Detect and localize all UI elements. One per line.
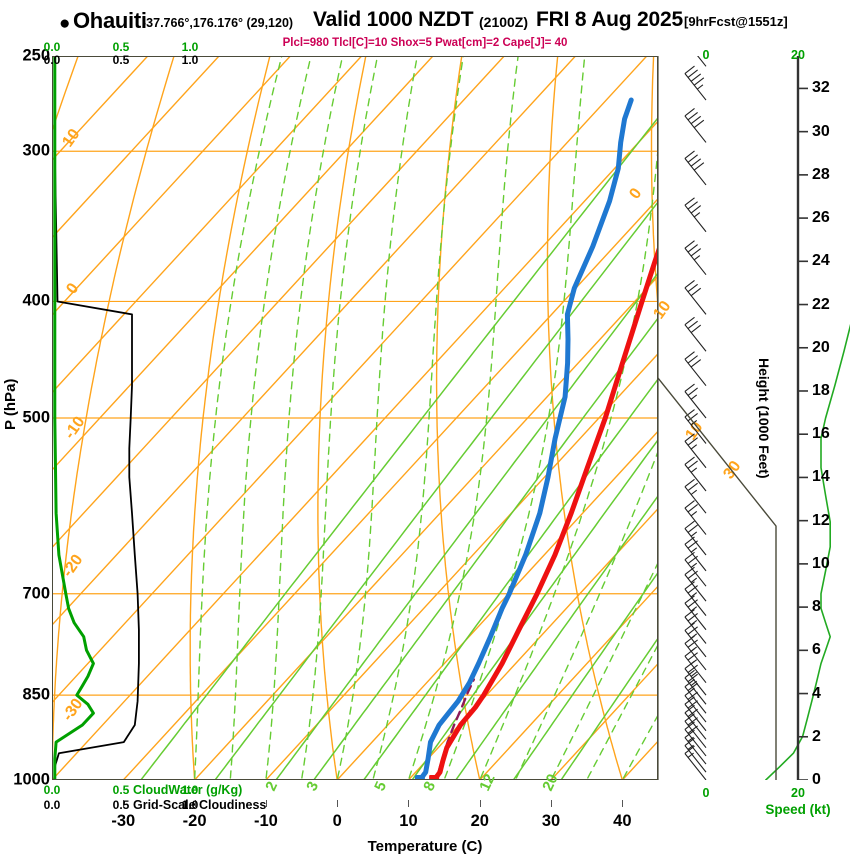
cloudwater-tick-top: 0.0 bbox=[43, 40, 61, 54]
temperature-tick: 0 bbox=[332, 812, 342, 830]
speed-curve bbox=[765, 323, 850, 780]
height-tick: 16 bbox=[812, 425, 830, 443]
cloudiness-tick-top: 0.5 bbox=[112, 53, 130, 67]
temperature-tick-mark bbox=[265, 800, 267, 807]
height-tick: 2 bbox=[812, 727, 821, 745]
cloudiness-tick-top: 1.0 bbox=[181, 53, 199, 67]
temperature-tick: 10 bbox=[399, 812, 418, 830]
speed-tick: 0 bbox=[702, 786, 710, 800]
cloudwater-tick-bottom: 0.5 bbox=[112, 783, 130, 797]
height-tick: 12 bbox=[812, 511, 830, 529]
height-tick: 24 bbox=[812, 252, 830, 270]
forecast-stamp: [9hrFcst@1551z] bbox=[684, 14, 788, 29]
height-tick: 20 bbox=[812, 338, 830, 356]
height-tick: 6 bbox=[812, 641, 821, 659]
cloudwater-legend: CloudWater (g/Kg) bbox=[133, 783, 243, 797]
mixing-ratio-lines bbox=[140, 116, 658, 780]
pressure-tick: 250 bbox=[22, 46, 50, 65]
cloudiness-tick-bottom: 0.5 bbox=[112, 798, 130, 812]
temperature-tick-mark bbox=[551, 800, 553, 807]
height-tick: 4 bbox=[812, 684, 821, 702]
wind-barbs bbox=[684, 56, 707, 780]
pressure-tick: 1000 bbox=[13, 770, 50, 789]
height-axis-line bbox=[658, 56, 808, 780]
speed-tick: 20 bbox=[791, 48, 805, 62]
wind-panel bbox=[658, 56, 850, 780]
temperature-tick-mark bbox=[337, 800, 339, 807]
station-name: Ohauiti bbox=[73, 8, 147, 33]
saturated-adiabat-lines bbox=[194, 56, 658, 779]
temperature-tick-mark bbox=[622, 800, 624, 807]
height-tick: 18 bbox=[812, 381, 830, 399]
height-tick: 10 bbox=[812, 554, 830, 572]
cloudwater-tick-bottom: 1.0 bbox=[181, 783, 199, 797]
dewpoint-profile bbox=[414, 97, 634, 780]
station-coordinates: -37.766°,176.176° (29,120) bbox=[142, 16, 294, 30]
speed-axis-label: Speed (kt) bbox=[765, 802, 831, 817]
speed-tick: 20 bbox=[791, 786, 805, 800]
temperature-tick: 40 bbox=[613, 812, 632, 830]
temperature-tick: -30 bbox=[111, 812, 136, 830]
height-tick: 30 bbox=[812, 122, 830, 140]
cloudiness-legend: Grid-Scale Cloudiness bbox=[133, 798, 267, 812]
temperature-tick: 20 bbox=[470, 812, 489, 830]
cloudwater-tick-top: 1.0 bbox=[181, 40, 199, 54]
height-tick: 8 bbox=[812, 598, 821, 616]
valid-time-zulu: (2100Z) bbox=[479, 14, 529, 30]
height-tick: 14 bbox=[812, 468, 830, 486]
pressure-tick: 500 bbox=[22, 408, 50, 427]
pressure-tick: 700 bbox=[22, 584, 50, 603]
height-tick: 0 bbox=[812, 771, 821, 788]
station-dot-icon: ● bbox=[59, 13, 71, 34]
valid-time: Valid 1000 NZDT bbox=[313, 8, 474, 31]
temperature-axis-label: Temperature (C) bbox=[367, 838, 483, 855]
pressure-axis: 250 300 400 500 700 850 1000 bbox=[0, 0, 50, 860]
cloudwater-profile bbox=[53, 56, 95, 780]
cloudiness-tick-top: 0.0 bbox=[43, 53, 61, 67]
temperature-tick-mark bbox=[194, 800, 196, 807]
temperature-profile bbox=[429, 244, 658, 780]
pressure-tick: 300 bbox=[22, 141, 50, 160]
cloudiness-tick-bottom: 1.0 bbox=[181, 798, 199, 812]
temperature-tick-mark bbox=[123, 800, 125, 807]
temperature-tick: -20 bbox=[182, 812, 207, 830]
stability-indices: Plcl=980 Tlcl[C]=10 Shox=5 Pwat[cm]=2 Ca… bbox=[282, 37, 568, 49]
cloudwater-tick-top: 0.5 bbox=[112, 40, 130, 54]
height-tick: 28 bbox=[812, 165, 830, 183]
pressure-tick: 400 bbox=[22, 291, 50, 310]
height-tick: 26 bbox=[812, 209, 830, 227]
temperature-tick-mark bbox=[479, 800, 481, 807]
valid-date: FRI 8 Aug 2025 bbox=[536, 8, 683, 31]
temperature-tick: 30 bbox=[541, 812, 561, 830]
height-tick: 22 bbox=[812, 295, 830, 313]
cloudiness-tick-bottom: 0.0 bbox=[43, 798, 61, 812]
cloudiness-profile bbox=[53, 56, 140, 780]
temperature-tick-mark bbox=[408, 800, 410, 807]
cloudwater-tick-bottom: 0.0 bbox=[43, 783, 61, 797]
height-tick: 32 bbox=[812, 79, 830, 97]
skewt-plot: 100-10-20-300 bbox=[52, 56, 658, 780]
temperature-tick: -10 bbox=[253, 812, 278, 830]
speed-tick: 0 bbox=[702, 48, 710, 62]
header: ● Ohauiti -37.766°,176.176° (29,120) Val… bbox=[0, 8, 850, 36]
pressure-tick: 850 bbox=[22, 685, 50, 704]
